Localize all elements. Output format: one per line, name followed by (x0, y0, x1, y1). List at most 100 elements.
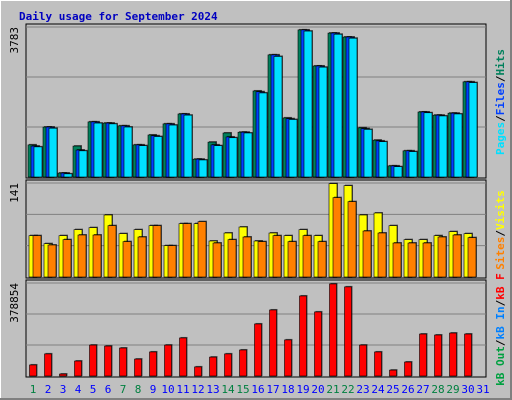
x-tick-label: 21 (326, 383, 339, 396)
x-tick-label: 3 (60, 383, 67, 396)
bar (348, 37, 358, 178)
y-tick-label: 378854 (8, 283, 21, 323)
x-tick-label: 30 (461, 383, 474, 396)
legend-separator: / (494, 339, 507, 346)
x-tick-label: 18 (281, 383, 294, 396)
legend-separator: / (494, 299, 507, 306)
bar (332, 197, 342, 278)
bar (449, 332, 457, 377)
x-tick-label: 6 (105, 383, 112, 396)
x-tick-label: 17 (266, 383, 279, 396)
legend-label: kB Out (494, 346, 507, 386)
bar (333, 33, 343, 178)
x-tick-label: 15 (236, 383, 249, 396)
legend-separator: / (494, 230, 507, 237)
bar (32, 235, 42, 278)
bar (464, 333, 472, 377)
bar (224, 353, 232, 377)
bar (359, 344, 367, 377)
legend: Sites/Visits (494, 190, 507, 270)
bar (197, 221, 207, 278)
bar (198, 159, 208, 178)
bar (467, 237, 477, 278)
bar (423, 112, 433, 178)
bar (422, 242, 432, 278)
bar (363, 129, 373, 178)
x-tick-label: 22 (341, 383, 354, 396)
x-tick-label: 10 (161, 383, 174, 396)
bar (33, 146, 43, 178)
legend-label: kB In (494, 306, 507, 339)
bar (344, 286, 352, 377)
bar (119, 347, 127, 377)
bar (167, 245, 177, 278)
bar (273, 56, 283, 178)
bar (377, 232, 387, 278)
bar (227, 239, 237, 278)
bar (347, 201, 357, 278)
x-tick-label: 9 (150, 383, 157, 396)
legend-separator: / (494, 115, 507, 122)
bar (92, 234, 102, 278)
bar (284, 339, 292, 377)
bar (437, 236, 447, 278)
bar (107, 225, 117, 278)
bar (243, 132, 253, 178)
bar (74, 360, 82, 377)
bar (453, 113, 463, 178)
x-tick-label: 20 (311, 383, 324, 396)
bar (404, 361, 412, 377)
bar (134, 358, 142, 377)
bar (302, 235, 312, 278)
bar (378, 141, 388, 178)
x-tick-label: 8 (135, 383, 142, 396)
x-tick-label: 12 (191, 383, 204, 396)
legend-label: kB F (494, 273, 507, 300)
legend-label: Visits (494, 190, 507, 230)
legend-label: Hits (494, 49, 507, 76)
bar (89, 344, 97, 377)
bar (257, 241, 267, 278)
legend-label: Pages (494, 122, 507, 155)
x-tick-label: 1 (30, 383, 37, 396)
x-tick-label: 2 (45, 383, 52, 396)
bar (254, 323, 262, 377)
bar (122, 241, 132, 278)
bar (123, 126, 133, 178)
bar (318, 66, 328, 178)
bar (138, 145, 148, 178)
x-tick-label: 29 (446, 383, 459, 396)
bar (62, 239, 72, 278)
bar (269, 309, 277, 377)
bar (407, 242, 417, 278)
x-tick-label: 28 (431, 383, 444, 396)
bar (78, 150, 88, 178)
bar (362, 230, 372, 278)
bar (468, 82, 478, 178)
bar (194, 366, 202, 377)
bar (287, 241, 297, 278)
x-tick-label: 13 (206, 383, 219, 396)
bar (213, 145, 223, 178)
bar (393, 166, 403, 178)
x-tick-label: 26 (401, 383, 414, 396)
bar (164, 344, 172, 377)
x-tick-label: 7 (120, 383, 127, 396)
bar (242, 236, 252, 278)
bar (452, 234, 462, 278)
x-tick-label: 31 (476, 383, 489, 396)
bar (389, 369, 397, 377)
x-tick-label: 11 (176, 383, 189, 396)
x-tick-label: 27 (416, 383, 429, 396)
bar (228, 137, 238, 178)
bar (108, 123, 118, 178)
bar (93, 122, 103, 178)
bar (392, 242, 402, 278)
bar (179, 337, 187, 377)
bar (47, 244, 57, 278)
bar (153, 136, 163, 178)
x-tick-label: 16 (251, 383, 264, 396)
chart-title: Daily usage for September 2024 (19, 10, 218, 23)
x-tick-label: 24 (371, 383, 385, 396)
